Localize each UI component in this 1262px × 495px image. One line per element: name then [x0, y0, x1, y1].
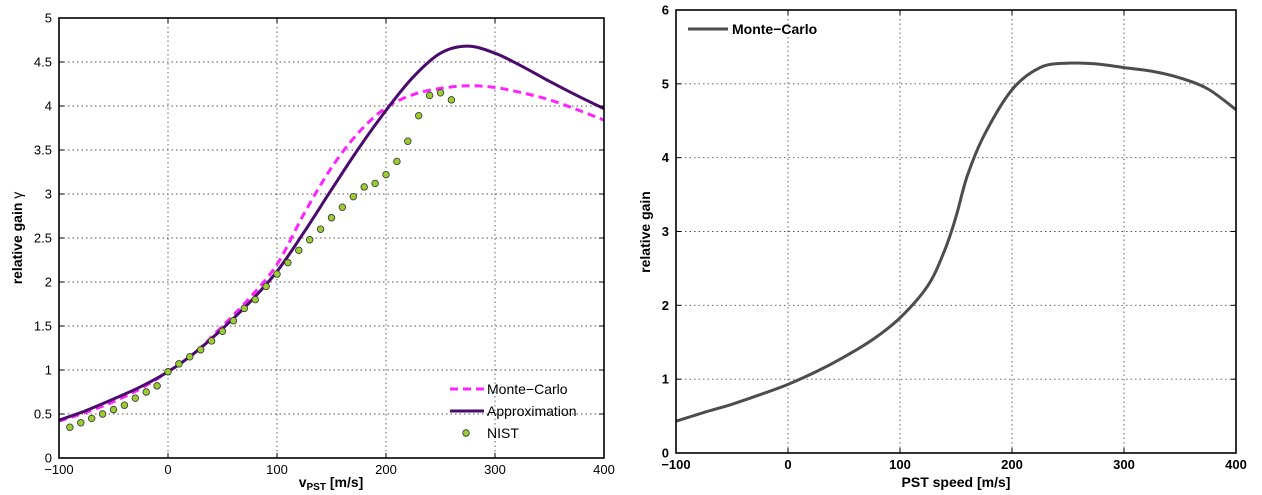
data-point	[142, 388, 150, 396]
data-point	[316, 225, 325, 233]
right-y-axis-label: relative gain	[637, 191, 653, 273]
right-grid	[676, 10, 1236, 453]
data-point	[382, 170, 390, 179]
data-point	[131, 394, 139, 402]
data-point	[327, 214, 336, 222]
data-point	[425, 91, 434, 100]
data-point	[109, 405, 118, 414]
data-point	[153, 382, 161, 390]
y-tick-label: 1	[662, 372, 669, 387]
data-point	[338, 203, 347, 211]
y-tick-label: 5	[662, 76, 669, 91]
data-point	[415, 111, 423, 120]
right-series	[675, 61, 1237, 423]
y-tick-label: 5	[45, 11, 52, 26]
y-tick-label: 1.5	[34, 319, 52, 334]
data-point	[393, 157, 401, 166]
y-tick-label: 0.5	[34, 407, 52, 422]
series-line-approximation	[58, 44, 605, 422]
x-tick-label: 0	[784, 457, 791, 472]
legend-label-monte-carlo: Monte−Carlo	[487, 381, 568, 397]
y-tick-label: 0	[45, 451, 52, 466]
y-tick-label: 0	[662, 446, 669, 461]
y-tick-label: 2	[45, 275, 52, 290]
y-tick-label: 2	[662, 298, 669, 313]
data-point	[306, 236, 314, 244]
data-point	[262, 282, 270, 291]
data-point	[164, 368, 172, 376]
x-tick-label: 400	[1225, 457, 1247, 472]
data-point	[436, 89, 445, 97]
right-legend: Monte−Carlo	[688, 21, 817, 37]
right-x-axis-label: PST speed [m/s]	[902, 474, 1011, 490]
left-series	[58, 44, 605, 431]
x-tick-label: 200	[375, 462, 397, 477]
x-tick-label: 400	[593, 462, 615, 477]
y-tick-label: 3	[662, 224, 669, 239]
x-tick-label: 200	[1001, 457, 1023, 472]
series-line-monte-carlo	[675, 61, 1237, 423]
y-tick-label: 4.5	[34, 55, 52, 70]
data-point	[240, 304, 248, 313]
legend-label-monte-carlo-right: Monte−Carlo	[732, 21, 817, 37]
data-point	[87, 414, 96, 423]
left-x-axis-label: vPST [m/s]	[299, 474, 364, 493]
left-legend: Monte−Carlo Approximation NIST	[450, 381, 577, 441]
data-point	[120, 401, 129, 409]
y-tick-label: 4	[45, 99, 52, 114]
x-tick-label: 300	[1113, 457, 1135, 472]
data-point	[360, 183, 368, 191]
data-point	[77, 419, 85, 427]
y-tick-label: 3.5	[34, 143, 52, 158]
data-point	[349, 192, 357, 201]
data-point	[404, 137, 412, 145]
series-line-monte-carlo	[58, 84, 605, 423]
y-tick-label: 4	[662, 150, 670, 165]
x-tick-label: 100	[889, 457, 911, 472]
left-grid	[59, 18, 604, 458]
data-point	[66, 423, 74, 431]
left-y-axis-label: relative gain γ	[9, 192, 25, 285]
data-point	[218, 327, 227, 335]
data-point	[295, 246, 303, 255]
data-point	[196, 346, 205, 354]
data-point	[284, 258, 292, 267]
x-tick-label: 100	[266, 462, 288, 477]
x-tick-label: −100	[661, 457, 690, 472]
data-point	[371, 179, 379, 188]
data-point	[186, 353, 194, 361]
y-tick-label: 1	[45, 363, 52, 378]
x-tick-label: 0	[164, 462, 171, 477]
x-tick-label: 300	[484, 462, 506, 477]
data-point	[447, 96, 456, 104]
data-point	[175, 360, 183, 368]
data-point	[251, 295, 259, 304]
data-point	[98, 410, 107, 418]
y-tick-label: 2.5	[34, 231, 52, 246]
legend-label-nist: NIST	[487, 425, 519, 441]
series-nist	[66, 89, 456, 431]
data-point	[273, 270, 281, 278]
legend-swatch-nist	[462, 429, 470, 437]
legend-label-approximation: Approximation	[487, 403, 577, 419]
data-point	[229, 317, 238, 325]
x-tick-label: −100	[44, 462, 73, 477]
y-tick-label: 3	[45, 187, 52, 202]
y-tick-label: 6	[662, 3, 669, 18]
data-point	[207, 337, 216, 345]
